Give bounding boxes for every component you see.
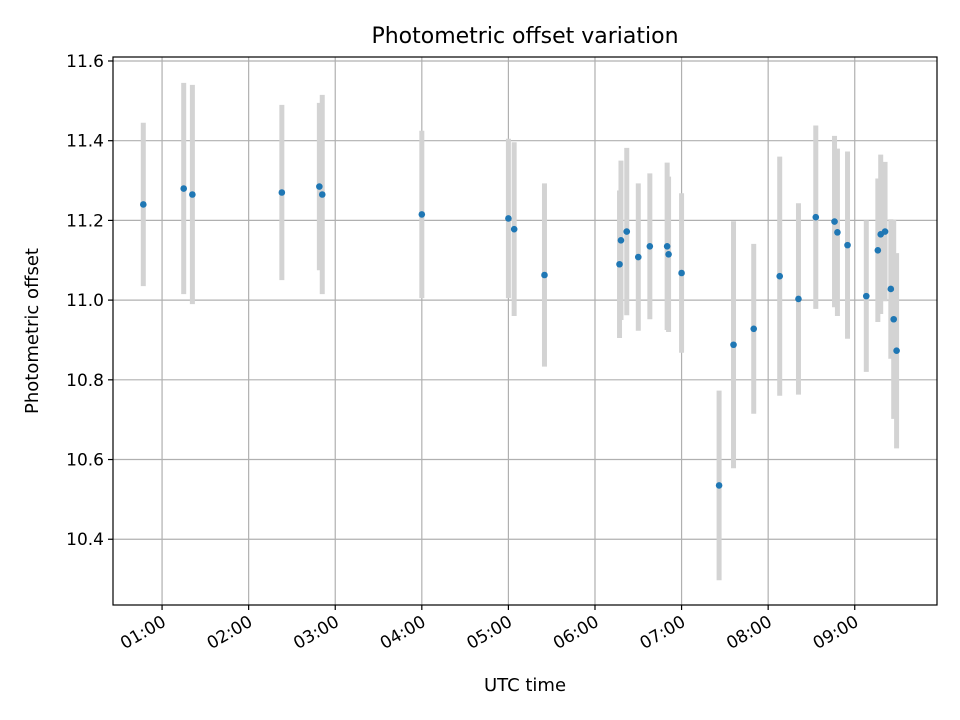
x-tick-label: 02:00 <box>204 612 256 654</box>
data-point <box>418 211 426 218</box>
x-axis-label: UTC time <box>484 675 566 696</box>
x-tick-label: 08:00 <box>723 612 775 654</box>
plot-area-frame <box>112 56 938 606</box>
data-point <box>316 183 323 190</box>
data-point <box>510 225 518 233</box>
y-tick-label: 11.6 <box>66 52 104 72</box>
data-point <box>795 295 802 303</box>
y-tick-label: 11.2 <box>66 211 104 231</box>
x-tick-label: 01:00 <box>117 612 169 654</box>
data-point <box>541 271 548 279</box>
data-point <box>776 272 784 280</box>
data-point <box>646 243 654 250</box>
data-point <box>278 189 286 196</box>
data-point <box>318 191 326 198</box>
data-point <box>505 215 512 222</box>
data-point <box>616 260 623 268</box>
data-point <box>881 228 889 235</box>
x-tick-label: 04:00 <box>377 612 429 654</box>
data-point <box>140 201 147 208</box>
data-point <box>750 325 758 333</box>
data-point <box>634 253 642 261</box>
x-tick-label: 09:00 <box>810 612 862 654</box>
data-point <box>663 243 671 250</box>
data-point <box>189 191 196 198</box>
y-axis-label: Photometric offset <box>22 248 43 414</box>
error-bars <box>140 82 900 581</box>
y-tick-label: 10.4 <box>66 530 104 550</box>
y-tick-label: 10.8 <box>66 371 104 391</box>
data-point <box>180 185 188 192</box>
x-tick-label: 07:00 <box>637 612 689 654</box>
data-point <box>893 347 900 355</box>
x-tick-label: 05:00 <box>463 612 515 654</box>
data-point <box>890 315 898 323</box>
data-point <box>844 241 851 249</box>
data-point <box>665 250 672 258</box>
data-point <box>678 269 685 277</box>
data-point <box>874 246 882 254</box>
data-point <box>831 218 838 225</box>
data-point <box>862 292 870 300</box>
data-point <box>887 285 895 293</box>
data-point <box>730 341 737 349</box>
chart-title: Photometric offset variation <box>371 24 678 49</box>
data-point <box>812 213 820 221</box>
y-tick-label: 11.4 <box>66 132 104 152</box>
y-tick-label: 10.6 <box>66 451 104 471</box>
data-points <box>140 183 900 489</box>
data-point <box>623 228 631 235</box>
x-tick-label: 06:00 <box>550 612 602 654</box>
data-point <box>617 237 625 244</box>
data-point <box>834 229 841 236</box>
x-tick-label: 03:00 <box>290 612 342 654</box>
data-point <box>715 482 723 489</box>
y-tick-label: 11.0 <box>66 291 104 311</box>
